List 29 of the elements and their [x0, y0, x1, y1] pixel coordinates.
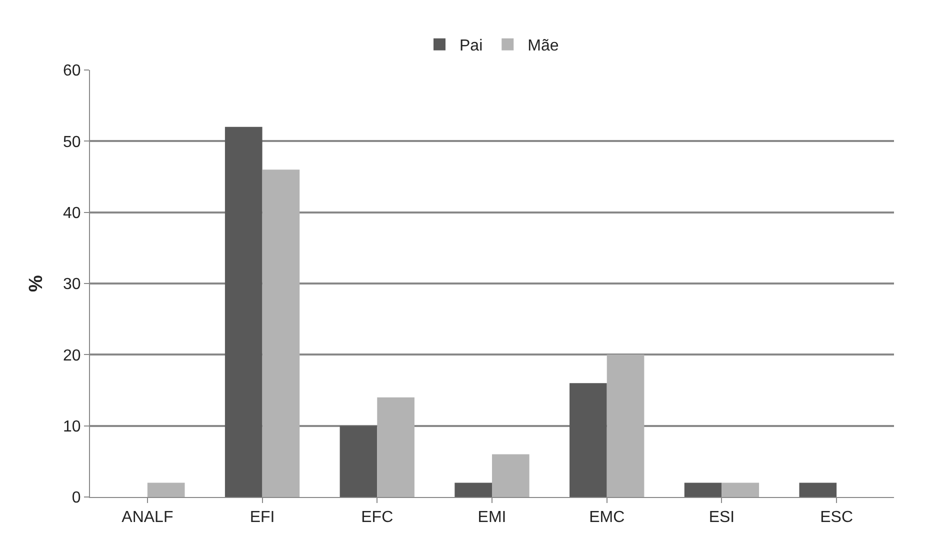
bar: [340, 426, 378, 497]
bar: [570, 383, 607, 497]
legend-label: Mãe: [528, 38, 559, 55]
y-tick-label: 60: [63, 62, 81, 80]
y-tick-label: 40: [63, 204, 81, 222]
bar: [492, 454, 530, 497]
x-tick-label: EFC: [361, 509, 394, 526]
bar: [799, 482, 837, 497]
x-tick-label: ESC: [820, 509, 854, 526]
y-tick-label: 50: [63, 134, 81, 151]
bar: [684, 482, 722, 497]
x-tick-label: EMI: [478, 509, 506, 526]
x-tick-label: EFI: [250, 509, 275, 526]
bar: [606, 354, 644, 497]
bar: [262, 170, 300, 497]
y-tick-label: 10: [63, 418, 81, 436]
x-tick-label: ANALF: [122, 509, 174, 526]
y-axis-title: %: [26, 274, 47, 292]
x-tick-label: ESI: [708, 509, 735, 526]
legend-label: Pai: [460, 38, 483, 55]
bar: [377, 397, 414, 497]
y-tick-label: 0: [72, 490, 81, 507]
bar: [454, 482, 492, 497]
bar: [224, 126, 262, 497]
y-tick-label: 20: [63, 347, 81, 364]
x-tick-label: EMC: [589, 509, 625, 526]
bar: [147, 482, 185, 497]
y-tick-label: 30: [63, 276, 81, 294]
bar: [722, 482, 760, 497]
